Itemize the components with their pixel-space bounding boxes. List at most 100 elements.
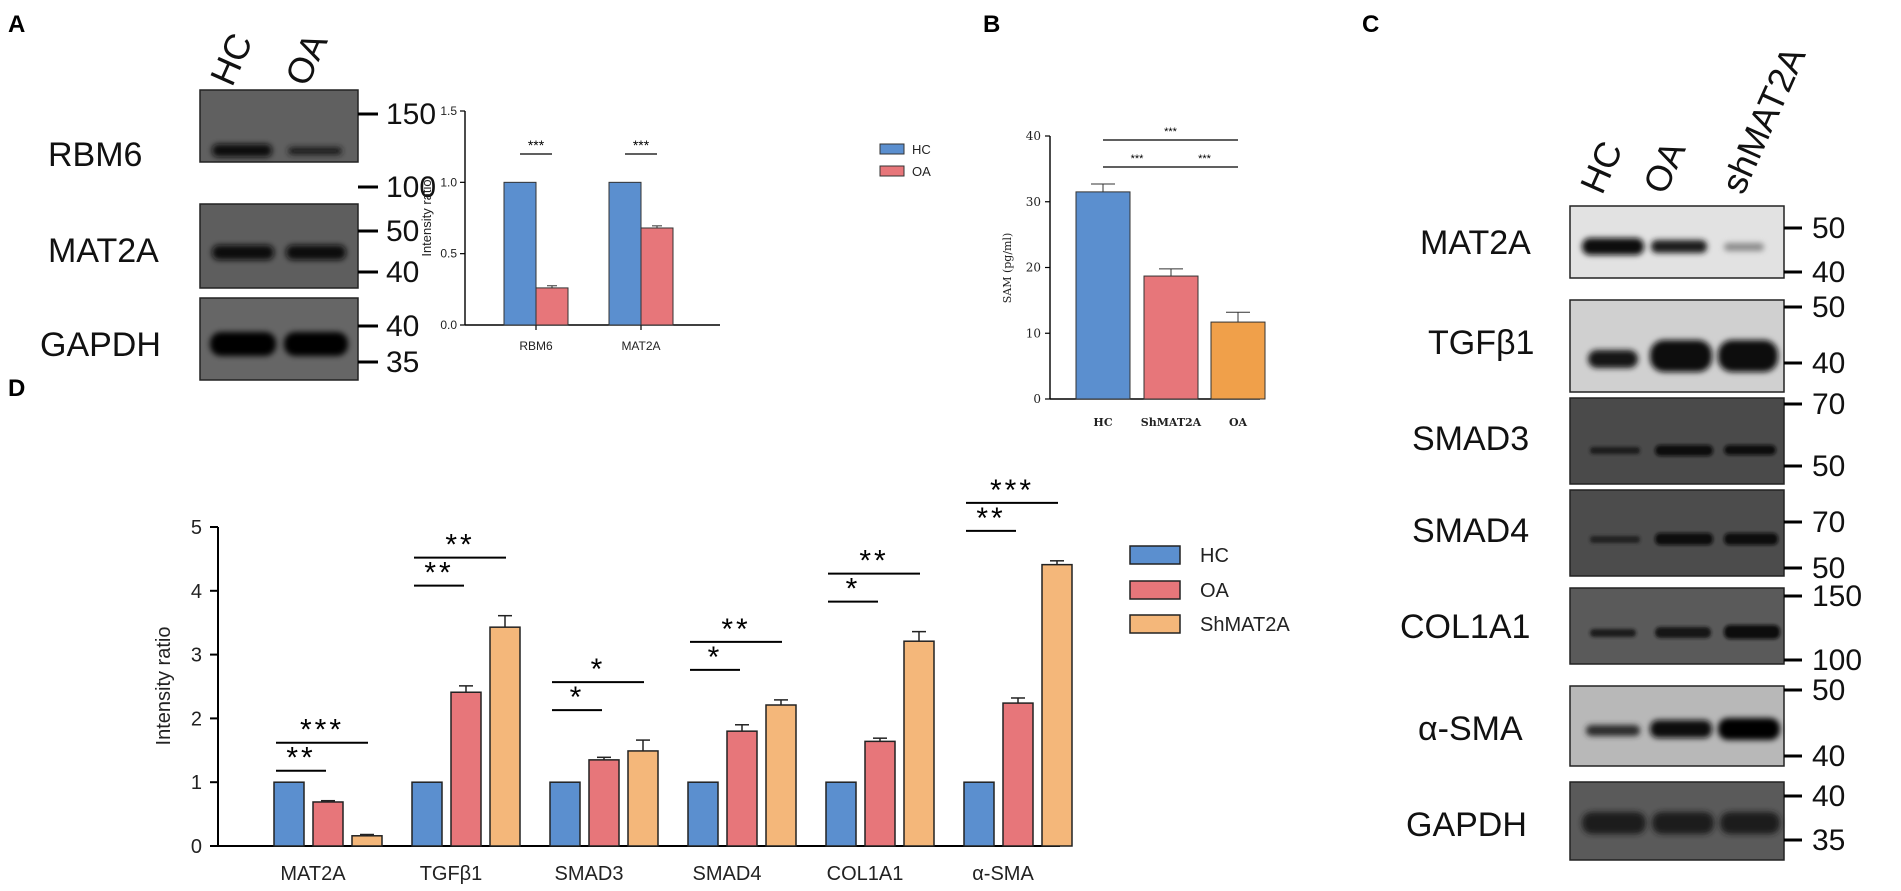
mw-marker: 35	[386, 346, 419, 379]
bar	[640, 227, 674, 326]
blot-strip	[1569, 397, 1785, 485]
panel-label-c: C	[1362, 11, 1379, 38]
significance-marker: **	[976, 502, 1005, 535]
mw-marker: 40	[1812, 740, 1845, 773]
y-tick-label: 4	[191, 581, 202, 603]
band	[284, 332, 348, 356]
mw-marker: 40	[1812, 780, 1845, 813]
mw-marker: 50	[1812, 552, 1845, 585]
legend-label: HC	[1200, 545, 1229, 567]
panel-label-b: B	[983, 11, 1000, 38]
western-blot-a: HC OA RBM6 150 100 MAT2A 50 40 GAPDH 40 …	[40, 27, 436, 381]
lane-label-oa: OA	[277, 27, 336, 91]
band	[1582, 812, 1646, 834]
bar	[535, 287, 569, 326]
y-tick-label: 0	[1033, 392, 1041, 406]
significance-marker: *	[570, 681, 585, 714]
x-tick-label: SMAD3	[555, 863, 624, 885]
y-tick-label: 20	[1026, 261, 1041, 275]
y-tick-label: 40	[1026, 129, 1041, 143]
band	[1590, 536, 1640, 543]
bar	[687, 781, 719, 847]
y-tick-label: 10	[1026, 326, 1041, 340]
band	[1651, 240, 1707, 253]
y-tick-label: 2	[191, 708, 202, 730]
mw-marker: 100	[1812, 644, 1862, 677]
y-axis-label: Intensity ratio	[153, 627, 175, 746]
mw-marker: 70	[1812, 506, 1845, 539]
x-tick-label: RBM6	[519, 339, 553, 353]
bar	[963, 781, 995, 847]
mw-marker: 100	[386, 171, 436, 204]
y-tick-label: 30	[1026, 195, 1041, 209]
mw-marker: 70	[1812, 388, 1845, 421]
y-tick-label: 1.5	[440, 104, 457, 118]
mw-marker: 50	[1812, 674, 1845, 707]
x-tick-label: α-SMA	[972, 863, 1034, 885]
legend-swatch	[1129, 614, 1181, 634]
mw-marker: 50	[386, 215, 419, 248]
bar	[450, 691, 482, 847]
blot-label-smad4: SMAD4	[1412, 512, 1529, 550]
panel-label-a: A	[8, 11, 25, 38]
band	[1720, 812, 1780, 834]
significance-marker: **	[859, 545, 888, 578]
significance-marker: ***	[1164, 126, 1178, 138]
mw-marker: 50	[1812, 291, 1845, 324]
significance-marker: ***	[1131, 153, 1145, 165]
bar	[726, 730, 758, 847]
band	[1590, 629, 1636, 637]
lane-label-shmat2a: shMAT2A	[1713, 41, 1814, 200]
blot-label-tgfb1: TGFβ1	[1428, 324, 1534, 362]
band	[1718, 340, 1778, 372]
x-tick-label: MAT2A	[280, 863, 346, 885]
band	[1582, 238, 1644, 255]
band	[1724, 625, 1780, 639]
blot-label-mat2a: MAT2A	[1420, 224, 1531, 262]
significance-marker: *	[846, 573, 861, 606]
y-tick-label: 0.5	[440, 247, 457, 261]
band	[1724, 533, 1778, 545]
band	[1724, 445, 1776, 455]
x-tick-label: TGFβ1	[420, 863, 483, 885]
band	[1588, 350, 1638, 368]
y-tick-label: 0	[191, 836, 202, 858]
chart-b-sam-concentration: 0 10 20 30 40 SAM (pg/ml) HC ShMAT2A OA *** *** ***	[1001, 126, 1266, 429]
y-tick-label: 0.0	[440, 318, 457, 332]
significance-marker: ***	[300, 714, 344, 747]
x-tick-label: COL1A1	[827, 863, 904, 885]
lane-label-hc: HC	[1572, 135, 1631, 199]
mw-marker: 50	[1812, 450, 1845, 483]
x-tick-label: ShMAT2A	[1141, 416, 1202, 429]
bar	[312, 801, 344, 847]
blot-label-gapdh: GAPDH	[1406, 806, 1527, 844]
legend-swatch	[879, 165, 905, 177]
mw-marker: 40	[1812, 347, 1845, 380]
blot-label-smad3: SMAD3	[1412, 420, 1529, 458]
mw-marker: 35	[1812, 824, 1845, 857]
band	[1655, 533, 1713, 545]
western-blot-c: HC OA shMAT2A MAT2A 50 40 TGFβ1 50 40 SM…	[1400, 41, 1862, 861]
legend-swatch	[879, 143, 905, 155]
bar	[765, 704, 797, 847]
band	[1724, 243, 1764, 251]
mw-marker: 40	[386, 310, 419, 343]
bar	[825, 781, 857, 847]
significance-marker: ***	[528, 137, 545, 153]
bar	[489, 626, 521, 847]
bar	[1002, 702, 1034, 847]
blot-label-col1a1: COL1A1	[1400, 608, 1530, 646]
significance-marker: *	[591, 653, 606, 686]
bar	[1143, 275, 1199, 400]
legend-label: ShMAT2A	[1200, 614, 1290, 636]
mw-marker: 150	[1812, 580, 1862, 613]
mw-marker: 40	[386, 256, 419, 289]
y-axis-label: Intensity ratio	[419, 179, 434, 256]
band	[1650, 340, 1712, 372]
lane-label-hc: HC	[202, 27, 261, 91]
bar	[351, 835, 383, 847]
bar	[608, 181, 642, 326]
band	[210, 332, 276, 356]
bar	[588, 759, 620, 847]
